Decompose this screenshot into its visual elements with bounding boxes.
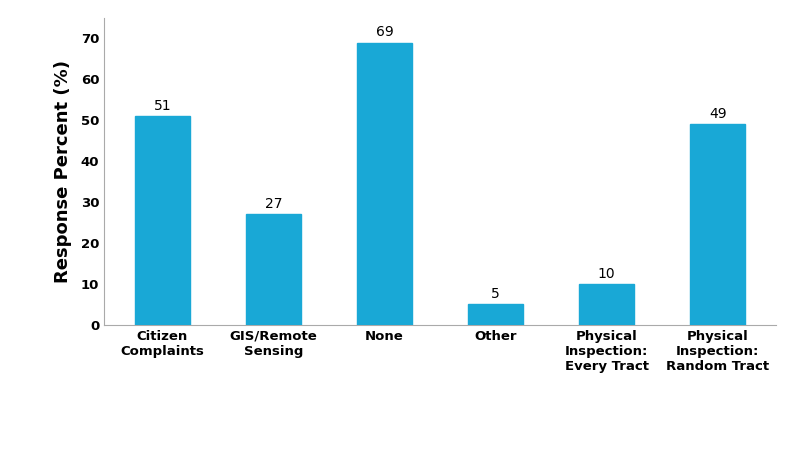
Bar: [246, 214, 301, 325]
Text: 51: 51: [154, 99, 171, 113]
Bar: [579, 284, 634, 325]
Bar: [690, 124, 746, 325]
Text: 69: 69: [375, 25, 394, 39]
Text: 10: 10: [598, 267, 615, 281]
Text: 5: 5: [491, 287, 500, 301]
Text: 27: 27: [265, 197, 282, 211]
Bar: [468, 304, 523, 325]
Y-axis label: Response Percent (%): Response Percent (%): [54, 60, 72, 283]
Bar: [357, 42, 412, 325]
Bar: [134, 116, 190, 325]
Text: 49: 49: [709, 107, 726, 121]
